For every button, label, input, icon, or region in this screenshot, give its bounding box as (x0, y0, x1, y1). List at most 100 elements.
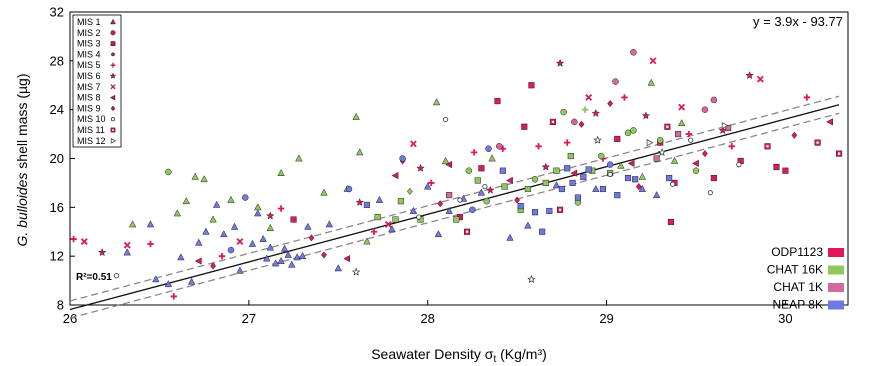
data-point (482, 183, 488, 190)
data-point (569, 179, 576, 186)
mis-legend-label: MIS 5 (77, 60, 101, 70)
data-point (745, 70, 754, 80)
mis-legend-label: MIS 3 (77, 39, 101, 49)
site-legend-swatch (828, 300, 844, 310)
data-point (528, 82, 535, 89)
data-point (701, 106, 709, 113)
data-point (384, 220, 392, 228)
data-point (621, 94, 628, 101)
data-point (521, 123, 528, 130)
data-point (266, 223, 275, 231)
data-point (409, 206, 418, 214)
data-point (277, 169, 285, 176)
data-point (647, 78, 655, 86)
mis-legend-marker (110, 84, 116, 90)
data-point (370, 228, 378, 235)
data-point (549, 118, 556, 125)
data-point (236, 266, 244, 274)
confidence-band-line (69, 112, 840, 319)
mis-legend-marker (110, 117, 116, 122)
series-chat-16k (128, 78, 700, 245)
data-point (564, 165, 571, 172)
data-point (814, 139, 821, 146)
data-point (773, 163, 780, 171)
data-point (293, 253, 301, 261)
data-point (227, 246, 235, 254)
data-point-dot (766, 145, 769, 148)
data-point (653, 155, 660, 162)
data-point (200, 175, 208, 183)
data-point (641, 111, 651, 120)
regression-equation: y = 3.9x - 93.77 (753, 14, 843, 29)
data-point (280, 244, 289, 252)
data-point (667, 218, 674, 226)
data-point (152, 275, 160, 283)
mis-legend-label: MIS 1 (77, 17, 101, 27)
data-point (578, 120, 585, 128)
site-legend-label: ODP1123 (771, 245, 823, 259)
plot-area (69, 11, 849, 306)
data-point (632, 176, 639, 183)
mis-legend-marker (109, 94, 116, 101)
data-point (416, 163, 425, 172)
mis-legend-label: MIS 8 (77, 93, 101, 103)
data-point (147, 240, 154, 248)
data-point (321, 251, 327, 259)
mis-legend-marker-dot (112, 129, 114, 131)
site-legend-label: CHAT 16K (767, 263, 823, 277)
data-point (428, 179, 435, 187)
data-point (363, 237, 371, 245)
data-point (363, 201, 370, 208)
y-tick-label: 32 (50, 5, 64, 20)
data-point (646, 139, 654, 147)
mis-legend-marker (110, 30, 116, 36)
data-point (836, 150, 843, 157)
regression-line (69, 104, 840, 311)
data-point (591, 108, 601, 117)
data-point (657, 147, 667, 156)
data-point (194, 257, 202, 265)
data-point (585, 94, 593, 101)
y-tick-label: 20 (50, 151, 64, 166)
data-point (437, 200, 444, 208)
data-point (375, 195, 384, 203)
data-point (564, 139, 571, 146)
data-point (670, 156, 679, 164)
data-point (574, 194, 581, 201)
mis-legend-marker (110, 105, 116, 112)
y-tick-label: 24 (50, 102, 64, 117)
data-point (345, 185, 353, 193)
mis-legend-marker (110, 137, 117, 144)
data-point (826, 118, 833, 126)
data-point (432, 98, 441, 106)
site-legend: ODP1123 CHAT 16K CHAT 1K NEAP 8K (767, 245, 844, 312)
data-point (688, 137, 694, 143)
mis-legend-label: MIS 10 (77, 114, 106, 124)
data-point (248, 239, 257, 247)
data-point (254, 203, 262, 211)
data-point (212, 200, 221, 208)
data-point (656, 136, 664, 144)
data-point (218, 252, 226, 260)
data-point (397, 198, 404, 205)
y-axis: 8 12 16 20 24 28 32 (50, 5, 75, 313)
data-point (488, 154, 496, 162)
data-point (242, 194, 249, 201)
mis-legend-marker (110, 127, 116, 133)
data-point (531, 209, 539, 216)
data-point (539, 228, 546, 235)
mis-legend-marker (110, 62, 116, 68)
data-point-dot (666, 125, 669, 128)
data-point-dot (837, 152, 841, 155)
data-point (675, 131, 682, 138)
data-point (97, 247, 107, 257)
data-point (70, 235, 77, 243)
data-point (560, 108, 567, 116)
data-point (195, 238, 203, 246)
data-point (227, 195, 235, 203)
data-point (284, 250, 292, 258)
data-point (123, 241, 131, 249)
x-axis: 26 27 28 29 30 (63, 300, 793, 326)
y-tick-label: 28 (50, 53, 64, 68)
